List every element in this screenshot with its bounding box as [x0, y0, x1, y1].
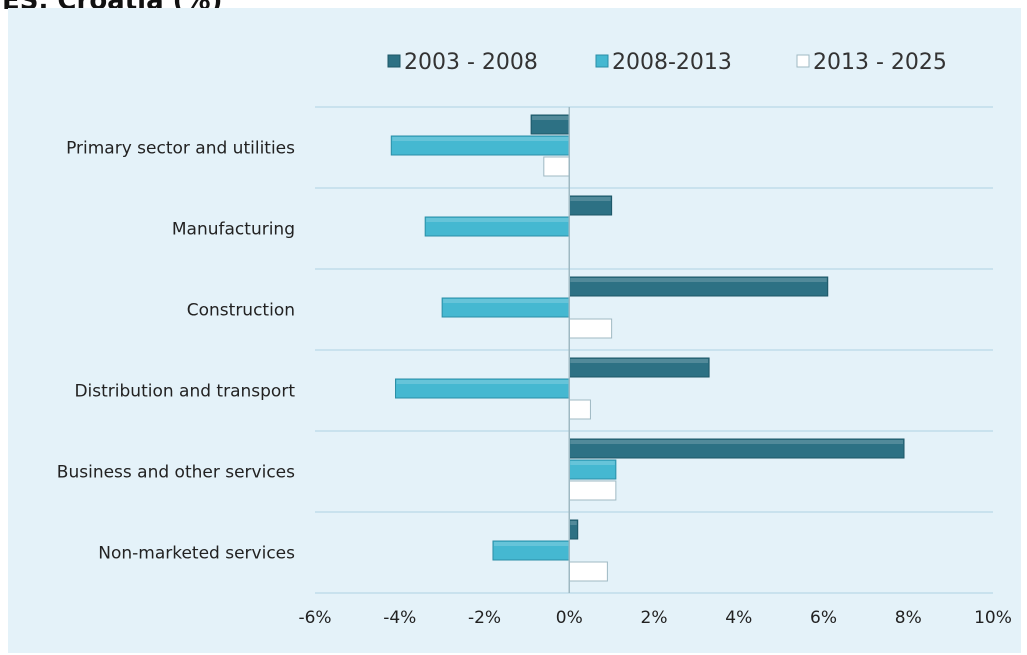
chart-panel: 2003 - 2008 2008-2013 2013 - 2025 Primary …	[8, 8, 1021, 653]
bar-highlight	[570, 521, 577, 525]
bar-highlight	[426, 218, 569, 222]
bar-highlight	[570, 320, 610, 324]
category-label: Construction	[187, 301, 295, 321]
bar-highlight	[545, 158, 568, 162]
bar-highlight	[570, 461, 615, 465]
category-label: Primary sector and utilities	[66, 139, 295, 159]
x-tick-labels: -6% -4% -2% 0% 2% 4% 6% 8% 10%	[298, 608, 1011, 628]
bar-highlight	[570, 359, 709, 363]
bar-highlight	[570, 401, 589, 405]
category-label: Manufacturing	[172, 220, 295, 240]
legend-item-2013-2025: 2013 - 2025	[796, 50, 947, 75]
bar-highlight	[570, 440, 904, 444]
bar-highlight	[570, 278, 827, 282]
legend-swatch	[387, 54, 401, 68]
x-tick-label: 10%	[974, 608, 1012, 628]
bar-highlight	[570, 197, 611, 201]
legend-swatch	[595, 54, 609, 68]
bar-chart: 2003 - 2008 2008-2013 2013 - 2025 Primary …	[57, 50, 1012, 628]
legend-item-2008-2013: 2008-2013	[595, 50, 732, 75]
legend-item-2003-2008: 2003 - 2008	[387, 50, 538, 75]
bars	[390, 114, 905, 582]
bar-highlight	[532, 116, 569, 120]
category-label: Non-marketed services	[98, 544, 295, 564]
bar-highlight	[396, 380, 569, 384]
x-tick-label: 8%	[895, 608, 922, 628]
category-labels: Primary sector and utilities Manufacturin…	[57, 139, 296, 564]
category-label: Business and other services	[57, 463, 295, 483]
bar-highlight	[443, 299, 569, 303]
bar-highlight	[392, 137, 569, 141]
bar-highlight	[493, 542, 569, 546]
x-tick-label: -2%	[468, 608, 501, 628]
legend-label: 2008-2013	[612, 50, 732, 75]
gridlines	[315, 106, 993, 594]
legend-label: 2013 - 2025	[813, 50, 947, 75]
bar-highlight	[570, 482, 615, 486]
x-tick-label: 0%	[556, 608, 583, 628]
legend: 2003 - 2008 2008-2013 2013 - 2025	[387, 50, 947, 75]
x-tick-label: -6%	[298, 608, 331, 628]
x-tick-label: 2%	[641, 608, 668, 628]
x-tick-label: 4%	[725, 608, 752, 628]
x-tick-label: 6%	[810, 608, 837, 628]
bar-highlight	[570, 563, 606, 567]
x-tick-label: -4%	[383, 608, 416, 628]
legend-swatch	[796, 54, 810, 68]
legend-label: 2003 - 2008	[404, 50, 538, 75]
category-label: Distribution and transport	[74, 382, 295, 402]
